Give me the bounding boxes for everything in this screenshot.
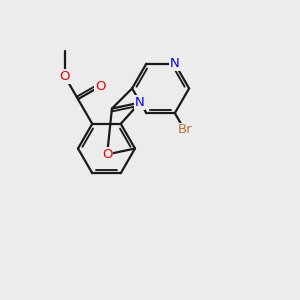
Text: N: N xyxy=(170,57,180,70)
Text: O: O xyxy=(60,70,70,83)
Text: O: O xyxy=(95,80,106,93)
Text: Br: Br xyxy=(177,124,192,136)
Text: N: N xyxy=(135,96,145,109)
Text: O: O xyxy=(102,148,112,161)
